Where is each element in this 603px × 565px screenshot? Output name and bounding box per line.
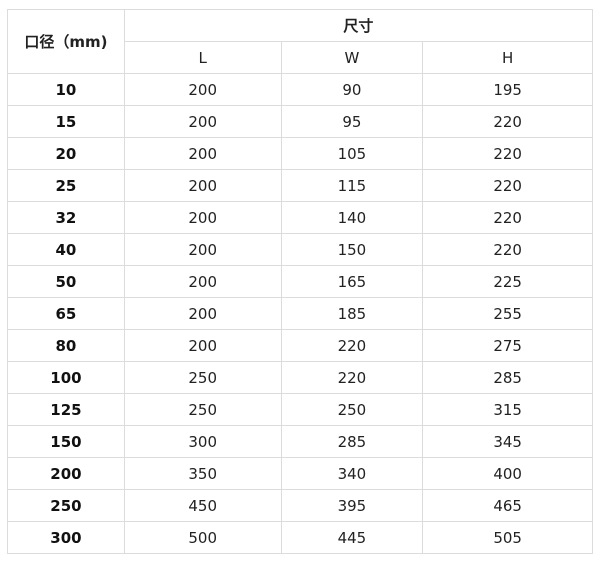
cell-h: 220: [422, 233, 593, 266]
cell-h: 220: [422, 105, 593, 138]
cell-diameter: 150: [7, 425, 125, 458]
cell-w: 140: [280, 201, 424, 234]
cell-w: 90: [280, 73, 424, 106]
cell-l: 450: [123, 489, 282, 522]
cell-w: 285: [280, 425, 424, 458]
cell-w: 220: [280, 329, 424, 362]
cell-h: 220: [422, 137, 593, 170]
cell-diameter: 80: [7, 329, 125, 362]
cell-l: 500: [123, 521, 282, 554]
header-w: W: [280, 41, 424, 74]
cell-diameter: 65: [7, 297, 125, 330]
cell-l: 200: [123, 329, 282, 362]
table-row: 65 200 185 255: [7, 297, 593, 330]
table-row: 10 200 90 195: [7, 73, 593, 106]
cell-l: 300: [123, 425, 282, 458]
cell-diameter: 250: [7, 489, 125, 522]
table-row: 125 250 250 315: [7, 393, 593, 426]
cell-diameter: 40: [7, 233, 125, 266]
table-row: 50 200 165 225: [7, 265, 593, 298]
cell-l: 350: [123, 457, 282, 490]
cell-l: 200: [123, 233, 282, 266]
cell-h: 400: [422, 457, 593, 490]
cell-h: 195: [422, 73, 593, 106]
dimensions-table: 口径（mm) 尺寸 L W H 10 200 90 195 15 200 95 220 20 20…: [7, 9, 594, 554]
cell-h: 345: [422, 425, 593, 458]
cell-w: 220: [280, 361, 424, 394]
cell-h: 275: [422, 329, 593, 362]
cell-w: 250: [280, 393, 424, 426]
cell-l: 200: [123, 169, 282, 202]
cell-diameter: 20: [7, 137, 125, 170]
table-row: 40 200 150 220: [7, 233, 593, 266]
table-row: 300 500 445 505: [7, 521, 593, 554]
table-row: 20 200 105 220: [7, 137, 593, 170]
cell-diameter: 125: [7, 393, 125, 426]
cell-diameter: 15: [7, 105, 125, 138]
cell-w: 115: [280, 169, 424, 202]
cell-l: 200: [123, 297, 282, 330]
cell-w: 340: [280, 457, 424, 490]
cell-l: 200: [123, 265, 282, 298]
cell-h: 225: [422, 265, 593, 298]
cell-h: 255: [422, 297, 593, 330]
table-row: 80 200 220 275: [7, 329, 593, 362]
cell-diameter: 50: [7, 265, 125, 298]
cell-l: 250: [123, 361, 282, 394]
cell-l: 200: [123, 73, 282, 106]
header-dimensions: 尺寸: [123, 9, 594, 42]
table-row: 15 200 95 220: [7, 105, 593, 138]
cell-diameter: 10: [7, 73, 125, 106]
cell-diameter: 25: [7, 169, 125, 202]
cell-h: 285: [422, 361, 593, 394]
table-row: 32 200 140 220: [7, 201, 593, 234]
cell-w: 185: [280, 297, 424, 330]
cell-w: 150: [280, 233, 424, 266]
table-row: 25 200 115 220: [7, 169, 593, 202]
header-h: H: [422, 41, 593, 74]
cell-w: 395: [280, 489, 424, 522]
cell-diameter: 300: [7, 521, 125, 554]
cell-diameter: 32: [7, 201, 125, 234]
cell-h: 505: [422, 521, 593, 554]
table-row: 200 350 340 400: [7, 457, 593, 490]
header-diameter: 口径（mm): [7, 9, 125, 74]
cell-l: 250: [123, 393, 282, 426]
cell-diameter: 100: [7, 361, 125, 394]
table-row: 250 450 395 465: [7, 489, 593, 522]
table-row: 150 300 285 345: [7, 425, 593, 458]
cell-l: 200: [123, 137, 282, 170]
cell-w: 445: [280, 521, 424, 554]
cell-h: 220: [422, 201, 593, 234]
cell-w: 165: [280, 265, 424, 298]
cell-diameter: 200: [7, 457, 125, 490]
cell-h: 220: [422, 169, 593, 202]
cell-h: 465: [422, 489, 593, 522]
cell-w: 95: [280, 105, 424, 138]
table-row: 100 250 220 285: [7, 361, 593, 394]
cell-l: 200: [123, 201, 282, 234]
cell-h: 315: [422, 393, 593, 426]
header-l: L: [123, 41, 282, 74]
cell-w: 105: [280, 137, 424, 170]
cell-l: 200: [123, 105, 282, 138]
